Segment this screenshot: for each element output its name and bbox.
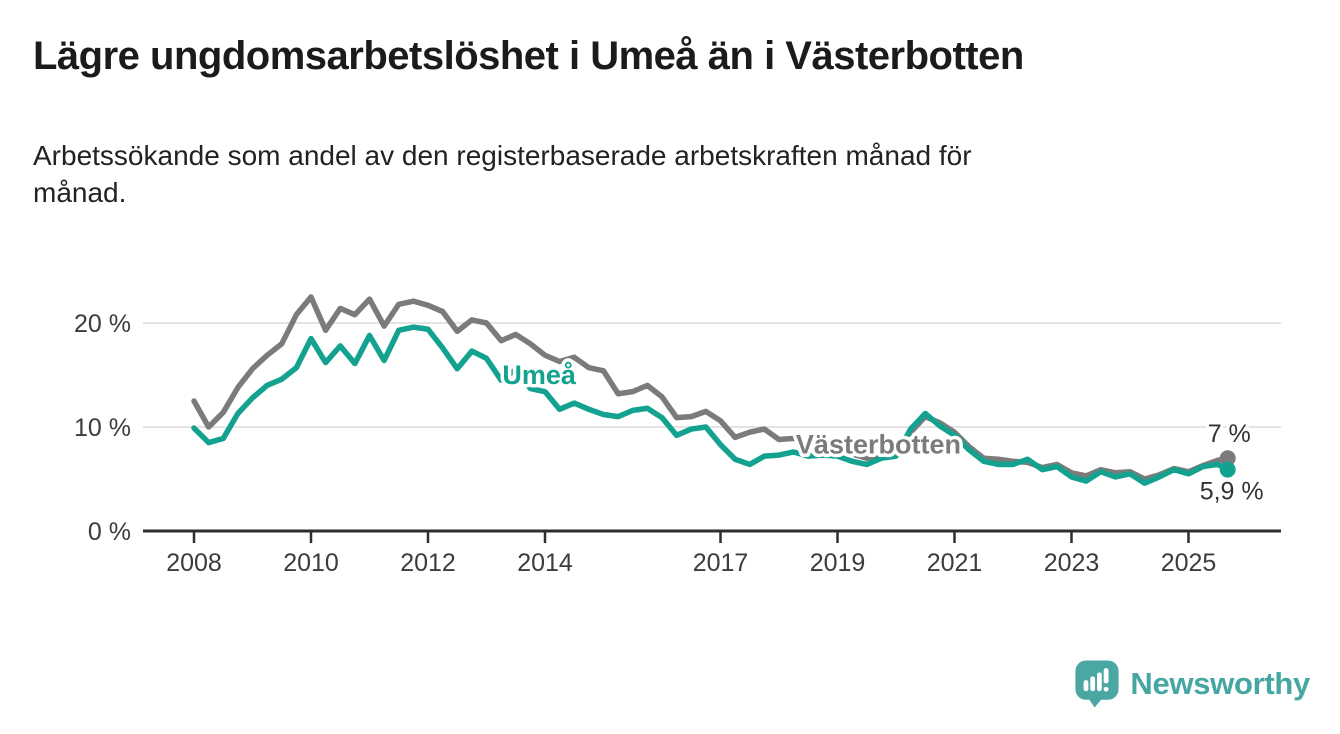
x-axis-label-2019: 2019 <box>810 549 866 577</box>
end-dot-västerbotten <box>1219 450 1236 467</box>
series-label-umeå: Umeå <box>502 360 577 390</box>
x-axis-label-2014: 2014 <box>517 549 573 577</box>
y-axis-label-10: 10 % <box>74 414 131 442</box>
chart-subtitle: Arbetssökande som andel av den registerb… <box>33 138 972 212</box>
x-axis-label-2025: 2025 <box>1161 549 1217 577</box>
newsworthy-bubble-icon <box>1075 660 1119 708</box>
series-line-västerbotten <box>191 294 1231 482</box>
x-axis-label-2017: 2017 <box>693 549 749 577</box>
x-axis-label-2012: 2012 <box>400 549 456 577</box>
newsworthy-logo: Newsworthy <box>1074 659 1310 708</box>
chart-subtitle-line2: månad. <box>33 176 127 208</box>
page-title: Lägre ungdomsarbetslöshet i Umeå än i Vä… <box>33 34 1024 78</box>
end-dot-umeå <box>1219 461 1236 478</box>
y-axis-label-0: 0 % <box>88 518 131 546</box>
y-axis-label-20: 20 % <box>74 310 131 338</box>
series-line-umeå <box>191 324 1231 486</box>
series-label-västerbotten: Västerbotten <box>796 430 961 460</box>
end-value-label-västerbotten: 7 % <box>1208 420 1251 448</box>
x-axis-label-2010: 2010 <box>283 549 339 577</box>
x-axis-label-2008: 2008 <box>166 549 222 577</box>
end-value-label-umeå: 5,9 % <box>1200 478 1264 506</box>
chart-subtitle-line1: Arbetssökande som andel av den registerb… <box>33 140 972 171</box>
x-axis-label-2021: 2021 <box>927 549 983 577</box>
x-axis-label-2023: 2023 <box>1044 549 1100 577</box>
newsworthy-wordmark: Newsworthy <box>1130 665 1310 701</box>
